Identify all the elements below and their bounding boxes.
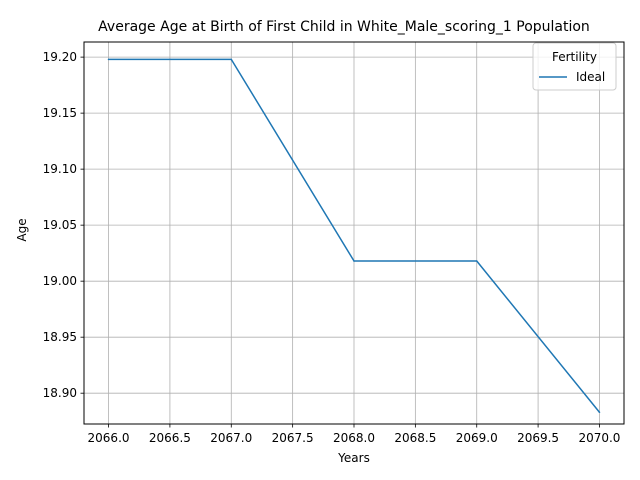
data-point (353, 260, 355, 262)
y-tick-label: 19.00 (43, 274, 77, 288)
x-tick-label: 2066.0 (88, 431, 130, 445)
y-tick-label: 19.15 (43, 106, 77, 120)
x-tick-label: 2066.5 (149, 431, 191, 445)
y-tick-label: 19.20 (43, 50, 77, 64)
y-tick-label: 19.05 (43, 218, 77, 232)
chart-title: Average Age at Birth of First Child in W… (98, 19, 590, 35)
y-tick-label: 18.90 (43, 386, 77, 400)
x-tick-label: 2069.0 (456, 431, 498, 445)
y-tick-label: 19.10 (43, 162, 77, 176)
grid-lines (84, 42, 624, 424)
data-point (476, 260, 478, 262)
legend-label-ideal: Ideal (576, 70, 605, 84)
x-axis-label: Years (337, 451, 370, 465)
y-axis: 18.90 18.95 19.00 19.05 19.10 19.15 19.20 (43, 50, 84, 400)
legend: Fertility Ideal (533, 43, 616, 90)
legend-title: Fertility (552, 50, 597, 64)
x-tick-label: 2069.5 (517, 431, 559, 445)
data-point (108, 59, 110, 61)
x-axis: 2066.0 2066.5 2067.0 2067.5 2068.0 2068.5 2069… (88, 424, 621, 445)
y-axis-label: Age (15, 218, 29, 241)
x-tick-label: 2068.5 (394, 431, 436, 445)
x-tick-label: 2067.5 (272, 431, 314, 445)
x-tick-label: 2070.0 (578, 431, 620, 445)
x-tick-label: 2067.0 (210, 431, 252, 445)
y-tick-label: 18.95 (43, 330, 77, 344)
x-tick-label: 2068.0 (333, 431, 375, 445)
data-point (599, 411, 601, 413)
data-point (230, 59, 232, 61)
